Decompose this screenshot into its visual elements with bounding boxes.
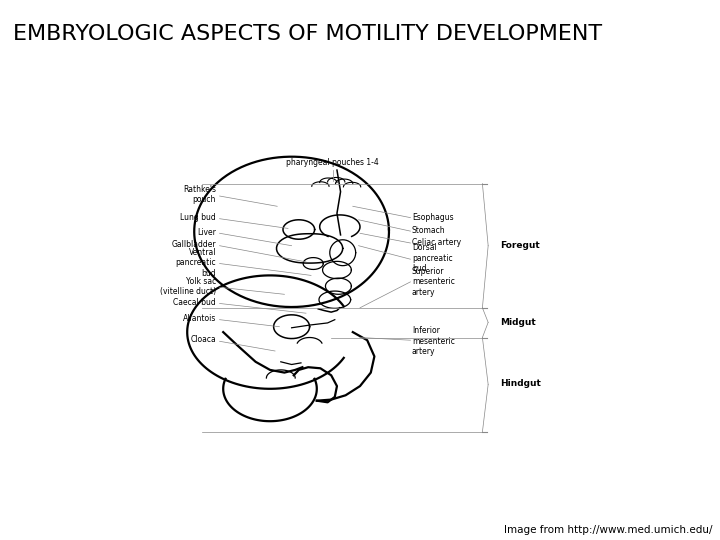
Text: Foregut: Foregut — [500, 241, 540, 250]
Text: Cloaca: Cloaca — [190, 335, 216, 343]
Text: Celiac artery: Celiac artery — [412, 238, 461, 247]
Text: Image from http://www.med.umich.edu/: Image from http://www.med.umich.edu/ — [504, 524, 713, 535]
Text: Rathke's
pouch: Rathke's pouch — [183, 185, 216, 204]
Text: Allantois: Allantois — [183, 314, 216, 323]
Text: Caecal bud: Caecal bud — [174, 298, 216, 307]
Text: Superior
mesenteric
artery: Superior mesenteric artery — [412, 267, 455, 297]
Text: EMBRYOLOGIC ASPECTS OF MOTILITY DEVELOPMENT: EMBRYOLOGIC ASPECTS OF MOTILITY DEVELOPM… — [13, 24, 602, 44]
Text: Yolk sac
(vitelline duct): Yolk sac (vitelline duct) — [160, 276, 216, 296]
Text: Midgut: Midgut — [500, 318, 536, 327]
Text: pharyngeal pouches 1-4: pharyngeal pouches 1-4 — [287, 158, 379, 167]
Text: Dorsal
pancreatic
bud: Dorsal pancreatic bud — [412, 243, 452, 273]
Text: Liver: Liver — [197, 228, 216, 237]
Text: Stomach: Stomach — [412, 226, 446, 235]
Text: Ventral
pancreatic
bud: Ventral pancreatic bud — [176, 248, 216, 278]
Text: Gallbladder: Gallbladder — [171, 240, 216, 248]
Text: Inferior
mesenteric
artery: Inferior mesenteric artery — [412, 326, 455, 356]
Text: Lung bud: Lung bud — [180, 213, 216, 221]
Text: Hindgut: Hindgut — [500, 379, 541, 388]
Text: Esophagus: Esophagus — [412, 213, 454, 221]
